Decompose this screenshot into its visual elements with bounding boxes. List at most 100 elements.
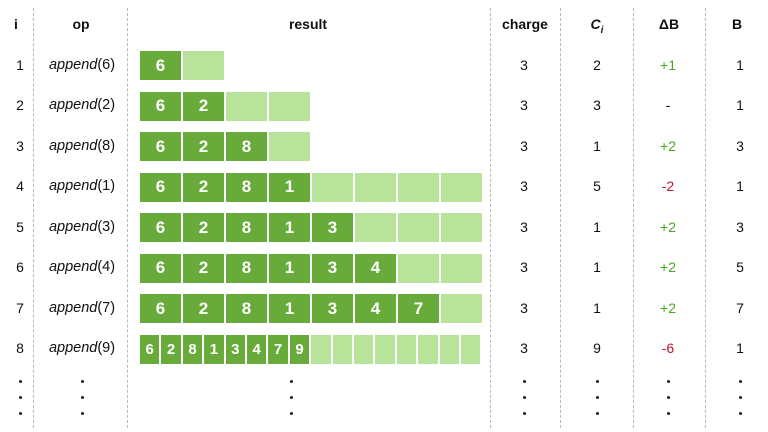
row-charge: 3 bbox=[520, 218, 528, 235]
ellipsis-dot bbox=[289, 412, 293, 415]
row-delta-balance: -2 bbox=[661, 178, 675, 194]
array-slot-empty bbox=[397, 171, 440, 203]
operation-argument: (3) bbox=[97, 218, 116, 235]
array-slot-filled: 6 bbox=[139, 252, 182, 284]
array-slot-empty bbox=[397, 212, 440, 243]
row-delta-balance: -6 bbox=[661, 340, 675, 356]
ellipsis-dot bbox=[289, 380, 293, 383]
array-slot-empty bbox=[395, 333, 418, 365]
row-charge: 3 bbox=[520, 259, 528, 275]
row-balance: 1 bbox=[736, 340, 744, 356]
ellipsis-dot bbox=[666, 380, 670, 383]
row-charge: 3 bbox=[520, 299, 528, 316]
ellipsis-dot bbox=[80, 380, 84, 383]
array-slot-filled: 8 bbox=[225, 212, 268, 243]
array-slot-empty bbox=[268, 90, 311, 122]
row-index: 1 bbox=[16, 56, 24, 73]
array-slot-filled: 8 bbox=[225, 252, 268, 284]
row-index: 3 bbox=[16, 137, 24, 154]
array-slot-empty bbox=[354, 171, 397, 203]
ellipsis-dot bbox=[738, 412, 742, 415]
array-slot-filled: 6 bbox=[139, 131, 182, 162]
row-cost: 1 bbox=[593, 259, 601, 275]
ellipsis-dot bbox=[289, 396, 293, 399]
row-balance: 1 bbox=[736, 97, 744, 113]
array-slot-filled: 9 bbox=[288, 333, 311, 365]
operation-argument: (7) bbox=[97, 299, 116, 316]
array-slot-filled: 8 bbox=[181, 333, 204, 365]
ellipsis-dot bbox=[666, 396, 670, 399]
header-i: i bbox=[14, 16, 18, 32]
row-cost: 1 bbox=[593, 299, 601, 316]
row-charge: 3 bbox=[520, 97, 528, 113]
row-delta-balance: - bbox=[665, 97, 671, 113]
array-slot-empty bbox=[310, 333, 332, 365]
column-divider bbox=[33, 8, 34, 428]
row-operation: append(9) bbox=[49, 340, 115, 356]
ellipsis-dot bbox=[18, 412, 22, 415]
row-operation: append(2) bbox=[49, 97, 115, 113]
array-slot-filled: 2 bbox=[160, 333, 182, 365]
ellipsis-dot bbox=[595, 412, 599, 415]
ellipsis-dot bbox=[18, 380, 22, 383]
row-cost: 1 bbox=[593, 137, 601, 154]
row-charge: 3 bbox=[520, 137, 528, 154]
array-slot-filled: 6 bbox=[139, 293, 182, 324]
ellipsis-dot bbox=[666, 412, 670, 415]
row-operation: append(7) bbox=[49, 300, 115, 316]
header-ci-subscript: i bbox=[600, 24, 604, 36]
array-slot-filled: 1 bbox=[203, 333, 225, 365]
operation-name: append bbox=[48, 340, 98, 356]
column-divider bbox=[560, 8, 561, 428]
header-delta-b: ΔB bbox=[658, 16, 680, 32]
array-slot-empty bbox=[374, 333, 396, 365]
row-balance: 1 bbox=[736, 178, 744, 194]
row-balance: 5 bbox=[736, 259, 744, 275]
array-slot-filled: 2 bbox=[182, 131, 225, 162]
array-slot-filled: 4 bbox=[354, 293, 397, 324]
row-charge: 3 bbox=[520, 340, 528, 356]
row-balance: 1 bbox=[736, 56, 744, 73]
column-divider bbox=[633, 8, 634, 428]
row-index: 8 bbox=[16, 340, 24, 356]
row-delta-balance: +2 bbox=[660, 218, 676, 235]
array-slot-filled: 8 bbox=[225, 131, 268, 162]
operation-argument: (9) bbox=[97, 340, 116, 356]
row-cost: 9 bbox=[593, 340, 601, 356]
row-index: 2 bbox=[16, 97, 24, 113]
row-balance: 3 bbox=[736, 137, 744, 154]
ellipsis-dot bbox=[522, 396, 526, 399]
array-slot-filled: 6 bbox=[139, 333, 161, 365]
array-slot-empty bbox=[353, 333, 375, 365]
row-delta-balance: +1 bbox=[660, 56, 676, 73]
row-operation: append(4) bbox=[49, 259, 115, 275]
header-ci-letter: C bbox=[590, 16, 601, 32]
ellipsis-dot bbox=[80, 412, 84, 415]
array-slot-filled: 6 bbox=[139, 171, 182, 203]
ellipsis-dot bbox=[738, 396, 742, 399]
operation-name: append bbox=[48, 56, 98, 73]
row-delta-balance: +2 bbox=[660, 137, 676, 154]
header-b: B bbox=[731, 16, 743, 32]
ellipsis-dot bbox=[522, 412, 526, 415]
row-delta-balance: +2 bbox=[660, 299, 676, 316]
header-result: result bbox=[288, 16, 328, 32]
row-balance: 7 bbox=[736, 299, 744, 316]
row-cost: 2 bbox=[593, 56, 601, 73]
array-slot-filled: 7 bbox=[267, 333, 289, 365]
row-operation: append(8) bbox=[49, 138, 115, 154]
array-slot-filled: 7 bbox=[397, 293, 440, 324]
row-operation: append(6) bbox=[49, 57, 115, 73]
array-slot-filled: 2 bbox=[182, 171, 225, 203]
operation-name: append bbox=[48, 299, 98, 316]
row-index: 5 bbox=[16, 218, 24, 235]
row-operation: append(1) bbox=[49, 178, 115, 194]
array-slot-filled: 3 bbox=[311, 293, 354, 324]
ellipsis-dot bbox=[80, 396, 84, 399]
row-index: 4 bbox=[16, 178, 24, 194]
column-divider bbox=[127, 8, 128, 428]
row-delta-balance: +2 bbox=[660, 259, 676, 275]
header-charge: charge bbox=[502, 16, 548, 32]
row-cost: 3 bbox=[593, 97, 601, 113]
